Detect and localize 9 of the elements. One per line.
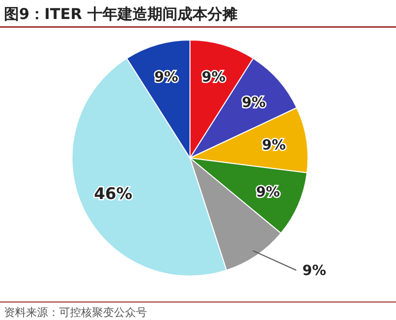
- data-label: 9%: [242, 94, 266, 111]
- data-label: 9%: [202, 69, 226, 86]
- text: 资料来源：可控核聚变公众号: [4, 306, 147, 319]
- data-label: 9%: [262, 138, 286, 154]
- data-label: 9%: [256, 184, 280, 201]
- data-label: 46%: [94, 184, 132, 204]
- data-label: 9%: [302, 263, 326, 280]
- chart-title: 图9：ITER 十年建造期间成本分摊: [4, 5, 238, 23]
- data-label: 9%: [154, 69, 178, 86]
